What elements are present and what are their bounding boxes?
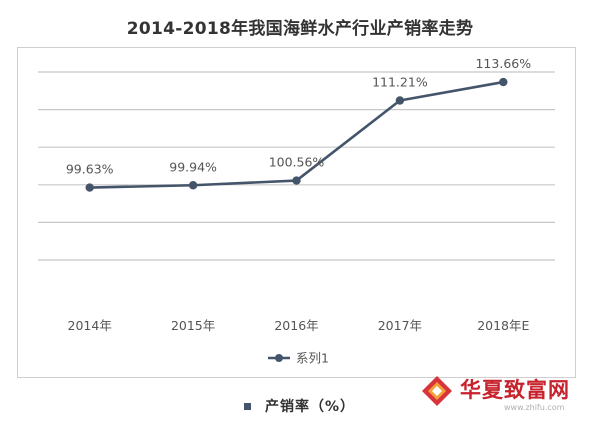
x-tick-label: 2014年 (68, 318, 112, 333)
watermark-logo-icon (422, 376, 452, 406)
data-point (499, 77, 508, 87)
x-tick-label: 2016年 (274, 318, 318, 333)
footer-legend-label: 产销率（%） (265, 399, 356, 415)
data-point (85, 183, 94, 192)
data-label: 113.66% (475, 56, 531, 71)
chart-title: 2014-2018年我国海鲜水产行业产销率走势 (126, 19, 474, 39)
watermark: 华夏致富网 www.zhifu.com (420, 372, 592, 420)
line-chart: 99.63% 99.94% 100.56% 111.21% 113.66% 2014年 20… (38, 56, 555, 366)
data-label: 100.56% (269, 155, 325, 170)
data-label: 111.21% (372, 75, 428, 90)
series-line (89, 80, 504, 189)
x-tick-label: 2015年 (171, 318, 215, 333)
legend-label: 系列1 (296, 351, 329, 366)
data-label: 99.63% (66, 162, 114, 177)
chart-frame: 99.63% 99.94% 100.56% 111.21% 113.66% 2014年 20… (17, 47, 576, 378)
x-tick-label: 2017年 (378, 318, 422, 333)
watermark-name: 华夏致富网 (460, 378, 570, 402)
watermark-url: www.zhifu.com (504, 403, 565, 412)
data-point (395, 96, 405, 105)
footer-legend: 产销率（%） (244, 396, 355, 416)
data-point (292, 176, 301, 185)
x-tick-label: 2018年E (477, 318, 529, 333)
footer-legend-marker (244, 402, 251, 410)
legend-marker (275, 354, 283, 362)
data-point (188, 181, 198, 190)
data-label: 99.94% (169, 159, 217, 174)
